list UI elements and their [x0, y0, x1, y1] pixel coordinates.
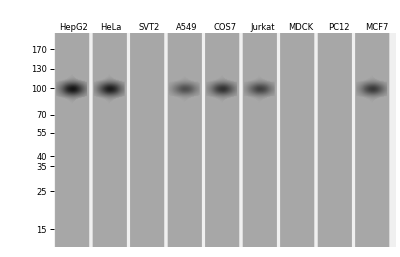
Text: COS7: COS7	[214, 23, 236, 32]
Text: SVT2: SVT2	[138, 23, 160, 32]
Text: A549: A549	[176, 23, 198, 32]
Text: MCF7: MCF7	[365, 23, 389, 32]
Text: HeLa: HeLa	[100, 23, 122, 32]
Text: Jurkat: Jurkat	[251, 23, 275, 32]
Text: MDCK: MDCK	[288, 23, 314, 32]
Text: PC12: PC12	[328, 23, 350, 32]
Text: HepG2: HepG2	[59, 23, 87, 32]
